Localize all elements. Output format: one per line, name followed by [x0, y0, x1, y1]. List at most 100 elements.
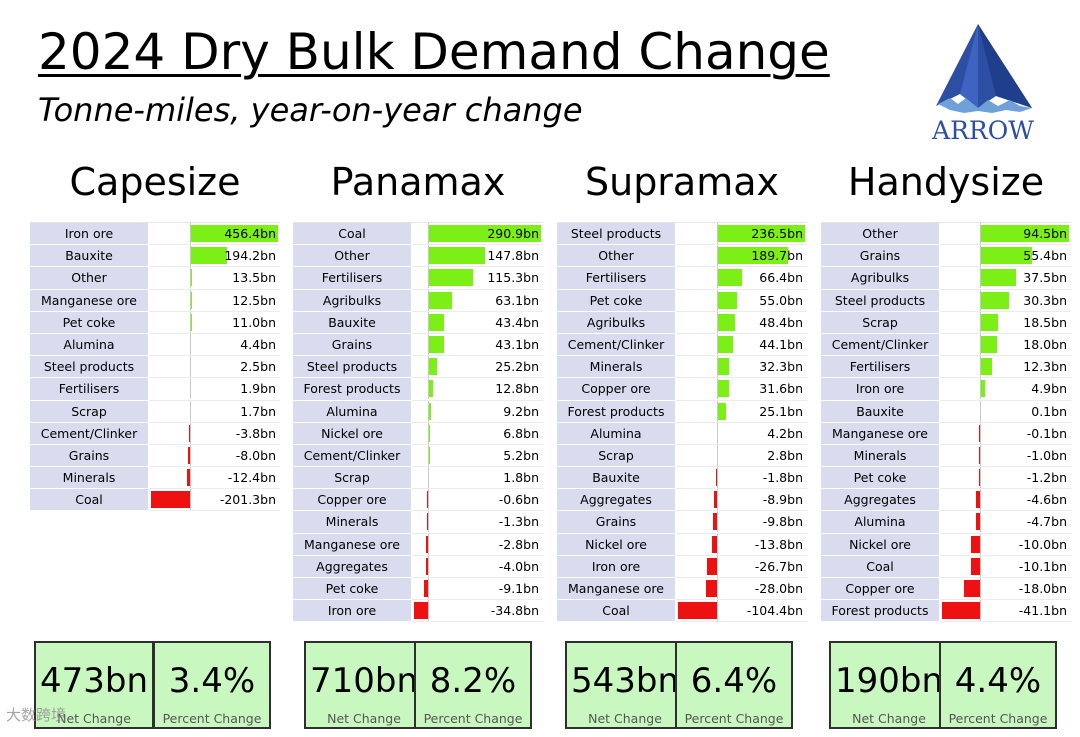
data-label: -0.1bn	[1026, 425, 1067, 441]
bar-cell: 55.0bn	[676, 289, 807, 312]
zero-axis	[189, 400, 191, 422]
data-label: 11.0bn	[232, 314, 276, 330]
table-row: Minerals 32.3bn	[557, 356, 807, 379]
bar	[716, 335, 734, 353]
bar	[971, 557, 981, 575]
table-row: Iron ore 4.9bn	[821, 378, 1071, 401]
zero-axis	[189, 223, 191, 244]
bar	[963, 580, 981, 597]
bar-cell: 2.8bn	[676, 444, 807, 468]
data-label: -12.4bn	[227, 470, 276, 486]
bar-cell: 236.5bn	[676, 223, 807, 246]
table-row: Forest products 25.1bn	[557, 400, 807, 423]
bar	[188, 424, 190, 442]
category-label: Steel products	[557, 223, 675, 246]
bar	[151, 491, 190, 509]
category-label: Alumina	[293, 400, 411, 423]
category-label: Nickel ore	[557, 533, 675, 556]
percent-change-value: 3.4%	[168, 661, 256, 701]
bar-cell: 6.8bn	[412, 422, 543, 445]
table-row: Coal -104.4bn	[557, 600, 807, 623]
category-label: Copper ore	[821, 578, 939, 601]
percent-change-label: Percent Change	[684, 711, 784, 726]
bar-cell: 11.0bn	[149, 311, 280, 334]
table-row: Grains -9.8bn	[557, 511, 807, 534]
zero-axis	[427, 533, 429, 555]
zero-axis	[427, 400, 429, 422]
category-label: Alumina	[30, 333, 148, 357]
category-label: Aggregates	[557, 489, 675, 512]
data-label: -10.0bn	[1018, 536, 1067, 552]
bar-cell: -12.4bn	[149, 467, 280, 490]
bar-cell: -1.0bn	[940, 444, 1071, 468]
data-label: -1.2bn	[1026, 470, 1067, 486]
table-row: Coal -10.1bn	[821, 555, 1071, 578]
bar	[980, 247, 1033, 265]
bar-cell: 194.2bn	[149, 245, 280, 268]
table-row: Fertilisers 1.9bn	[30, 378, 280, 401]
table-row: Aggregates -8.9bn	[557, 489, 807, 512]
zero-axis	[716, 511, 718, 533]
data-label: -26.7bn	[754, 558, 803, 574]
bar	[713, 491, 717, 509]
zero-axis	[189, 267, 191, 289]
zero-axis	[189, 289, 191, 311]
bar	[971, 535, 981, 553]
chart-panel-3: Handysize Other 94.5bn Grains 55.4bn Agribulk…	[821, 0, 1071, 737]
data-label: 1.7bn	[240, 403, 276, 419]
table-row: Copper ore -0.6bn	[293, 489, 543, 512]
table-row: Steel products 236.5bn	[557, 223, 807, 246]
logo-text: ARROW	[932, 116, 1034, 145]
zero-axis	[980, 467, 982, 489]
data-label: 44.1bn	[759, 336, 803, 352]
bar-cell: 55.4bn	[940, 245, 1071, 268]
bar-cell: 30.3bn	[940, 289, 1071, 312]
category-label: Pet coke	[821, 467, 939, 490]
category-label: Steel products	[293, 356, 411, 379]
net-change-box: 190bn Net Change	[829, 641, 949, 729]
table-row: Steel products 2.5bn	[30, 356, 280, 379]
category-label: Alumina	[821, 511, 939, 534]
category-label: Agribulks	[821, 267, 939, 290]
table-row: Other 13.5bn	[30, 267, 280, 290]
category-label: Grains	[30, 444, 148, 468]
bar	[427, 225, 541, 242]
bar	[979, 446, 981, 464]
data-label: 4.4bn	[240, 336, 276, 352]
bar-cell: 43.1bn	[412, 333, 543, 357]
bar	[189, 247, 228, 265]
table-row: Cement/Clinker 18.0bn	[821, 333, 1071, 357]
data-label: -8.0bn	[235, 447, 276, 463]
net-change-label: Net Change	[327, 711, 401, 726]
data-label: 25.1bn	[759, 403, 803, 419]
category-label: Grains	[821, 245, 939, 268]
table-row: Pet coke 11.0bn	[30, 311, 280, 334]
table-row: Scrap 18.5bn	[821, 311, 1071, 334]
data-label: 37.5bn	[1023, 270, 1067, 286]
bar	[980, 358, 992, 376]
zero-axis	[427, 311, 429, 333]
data-label: 94.5bn	[1023, 226, 1067, 241]
zero-axis	[716, 378, 718, 400]
table-row: Grains 43.1bn	[293, 333, 543, 357]
bar-cell: -1.3bn	[412, 511, 543, 534]
data-label: -4.6bn	[1026, 492, 1067, 508]
bar	[942, 602, 981, 620]
category-label: Agribulks	[293, 289, 411, 312]
zero-axis	[716, 267, 718, 289]
zero-axis	[427, 555, 429, 577]
data-label: 194.2bn	[224, 248, 276, 264]
data-label: 48.4bn	[759, 314, 803, 330]
zero-axis	[980, 511, 982, 533]
bar-cell: 0.1bn	[940, 400, 1071, 423]
data-label: -201.3bn	[219, 492, 276, 508]
category-label: Minerals	[30, 467, 148, 490]
category-label: Cement/Clinker	[293, 444, 411, 468]
zero-axis	[980, 444, 982, 466]
bar	[424, 580, 428, 597]
zero-axis	[427, 267, 429, 289]
bar-cell: -26.7bn	[676, 555, 807, 578]
category-label: Other	[557, 245, 675, 268]
bar	[980, 225, 1069, 242]
table-row: Fertilisers 66.4bn	[557, 267, 807, 290]
